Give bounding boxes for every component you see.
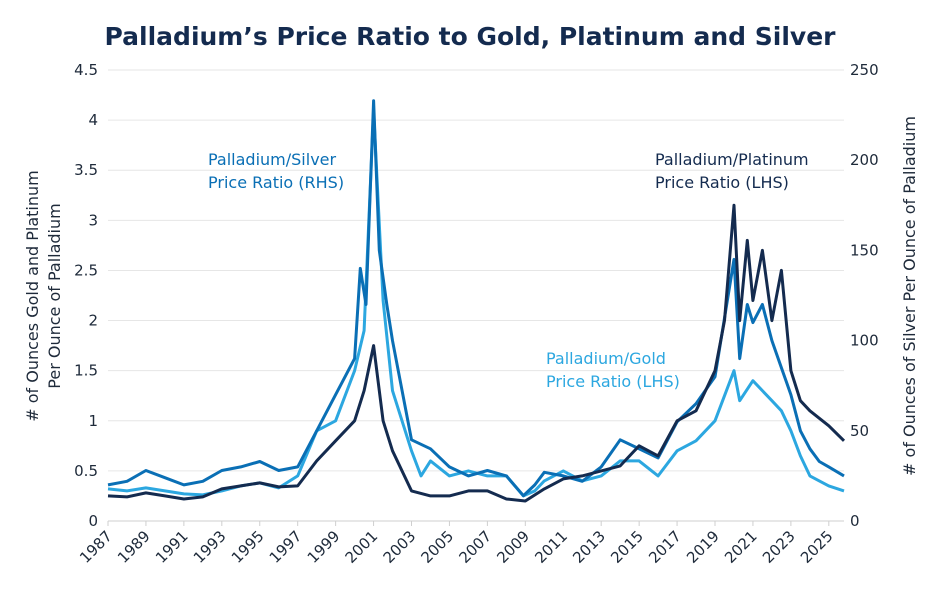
annotation-gold-line2: Price Ratio (LHS) — [546, 372, 680, 391]
annotation-platinum: Palladium/Platinum Price Ratio (LHS) — [655, 150, 809, 192]
annotation-silver: Palladium/Silver Price Ratio (RHS) — [208, 150, 344, 192]
y-left-tick-label: 1.5 — [74, 362, 98, 380]
x-tick-label: 1987 — [76, 527, 116, 567]
y-left-tick-label: 0.5 — [74, 462, 98, 480]
y-right-tick-label: 200 — [850, 151, 879, 169]
annotation-silver-line2: Price Ratio (RHS) — [208, 173, 344, 192]
annotation-silver-line1: Palladium/Silver — [208, 150, 337, 169]
series-line-platinum — [107, 203, 846, 503]
x-tick-label: 2009 — [493, 527, 533, 567]
y-right-tick-label: 100 — [850, 332, 879, 350]
y-axis-left-label-1: # of Ounces Gold and Platinum — [23, 170, 42, 421]
annotation-gold-line1: Palladium/Gold — [546, 349, 666, 368]
series-line-silver — [107, 99, 845, 498]
x-tick-label: 2019 — [683, 527, 723, 567]
x-tick-label: 2017 — [645, 527, 685, 567]
annotation-gold: Palladium/Gold Price Ratio (LHS) — [546, 349, 680, 391]
x-tick-label: 2021 — [721, 527, 761, 567]
y-axis-right-label: # of Ounces of Silver Per Ounce of Palla… — [900, 116, 919, 476]
x-tick-label: 1993 — [190, 527, 230, 567]
y-right-tick-label: 50 — [850, 422, 869, 440]
x-tick-label: 2011 — [531, 527, 571, 567]
x-tick-label: 1995 — [228, 527, 268, 567]
x-tick-label: 2025 — [797, 527, 837, 567]
y-left-tick-label: 0 — [88, 512, 98, 530]
x-tick-label: 2005 — [418, 527, 458, 567]
annotation-platinum-line1: Palladium/Platinum — [655, 150, 809, 169]
x-tick-label: 2013 — [569, 527, 609, 567]
x-tick-label: 1991 — [152, 527, 192, 567]
y-left-tick-label: 4 — [88, 111, 98, 129]
y-left-tick-label: 2 — [88, 312, 98, 330]
y-left-tick-label: 1 — [88, 412, 98, 430]
y-left-tick-label: 2.5 — [74, 261, 98, 279]
x-tick-label: 2015 — [607, 527, 647, 567]
x-tick-label: 1999 — [304, 527, 344, 567]
x-tick-label: 2001 — [342, 527, 382, 567]
annotation-platinum-line2: Price Ratio (LHS) — [655, 173, 789, 192]
x-tick-label: 2023 — [759, 527, 799, 567]
x-tick-label: 2003 — [380, 527, 420, 567]
y-right-tick-label: 250 — [850, 61, 879, 79]
x-tick-label: 2007 — [455, 527, 495, 567]
y-axis-left-label-2: Per Ounce of Palladium — [45, 203, 64, 388]
y-left-tick-label: 3 — [88, 211, 98, 229]
y-left-tick-label: 3.5 — [74, 161, 98, 179]
y-right-tick-label: 150 — [850, 241, 879, 259]
y-left-tick-label: 4.5 — [74, 61, 98, 79]
x-tick-label: 1989 — [114, 527, 154, 567]
y-right-tick-label: 0 — [850, 512, 860, 530]
chart-title: Palladium’s Price Ratio to Gold, Platinu… — [105, 22, 837, 51]
x-tick-label: 1997 — [266, 527, 306, 567]
